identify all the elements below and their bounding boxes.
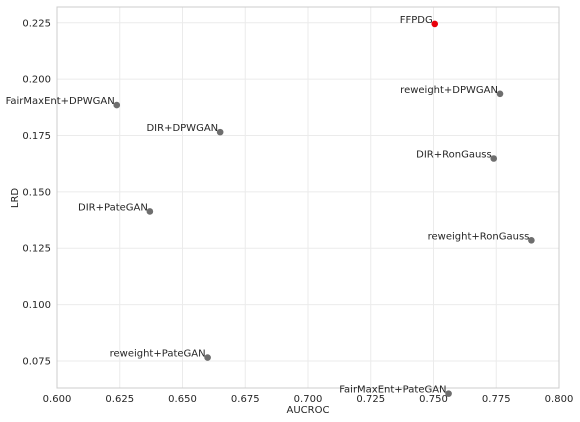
plot-frame — [56, 6, 560, 389]
axis-ticks: 0.600 0.625 0.650 0.675 0.700 0.725 0.750 0.775… — [22, 18, 573, 405]
x-tick-label: 0.675 — [231, 394, 260, 405]
scatter-point — [496, 90, 504, 98]
scatter-point — [216, 128, 224, 136]
y-tick-label: 0.150 — [22, 187, 51, 198]
point-label: FairMaxEnt+DPWGAN — [6, 96, 115, 107]
point-label: FFPDG — [400, 15, 433, 26]
x-tick-label: 0.775 — [482, 394, 511, 405]
point-label: reweight+RonGauss — [428, 231, 530, 242]
point-label: FairMaxEnt+PateGAN — [339, 385, 446, 396]
x-tick-label: 0.625 — [105, 394, 134, 405]
y-tick-label: 0.175 — [22, 131, 51, 142]
scatter-point — [445, 390, 452, 397]
point-label: reweight+PateGAN — [110, 349, 206, 360]
scatter-point — [204, 354, 211, 361]
data-points — [113, 20, 535, 397]
point-label: DIR+RonGauss — [416, 149, 492, 160]
scatter-point — [528, 237, 535, 244]
x-tick-label: 0.650 — [168, 394, 197, 405]
x-tick-label: 0.700 — [294, 394, 323, 405]
y-axis-label: LRD — [10, 188, 21, 209]
scatter-point — [490, 155, 498, 162]
x-tick-label: 0.800 — [545, 394, 574, 405]
point-label: DIR+PateGAN — [78, 202, 148, 213]
y-tick-label: 0.125 — [22, 244, 51, 255]
x-tick-label: 0.725 — [356, 394, 385, 405]
x-axis-label: AUCROC — [287, 405, 330, 416]
y-tick-label: 0.225 — [22, 18, 51, 29]
point-label: DIR+DPWGAN — [146, 123, 218, 134]
y-tick-label: 0.075 — [22, 356, 51, 367]
point-label: reweight+DPWGAN — [400, 85, 498, 96]
x-tick-label: 0.600 — [43, 394, 72, 405]
scatter-point — [113, 101, 121, 109]
y-tick-label: 0.200 — [22, 75, 51, 86]
point-labels: FFPDG reweight+DPWGAN FairMaxEnt+DPWGAN DIR… — [6, 15, 530, 396]
y-tick-label: 0.100 — [22, 300, 51, 311]
scatter-point — [146, 208, 154, 215]
highlight-point — [431, 20, 439, 28]
x-tick-label: 0.750 — [419, 394, 448, 405]
